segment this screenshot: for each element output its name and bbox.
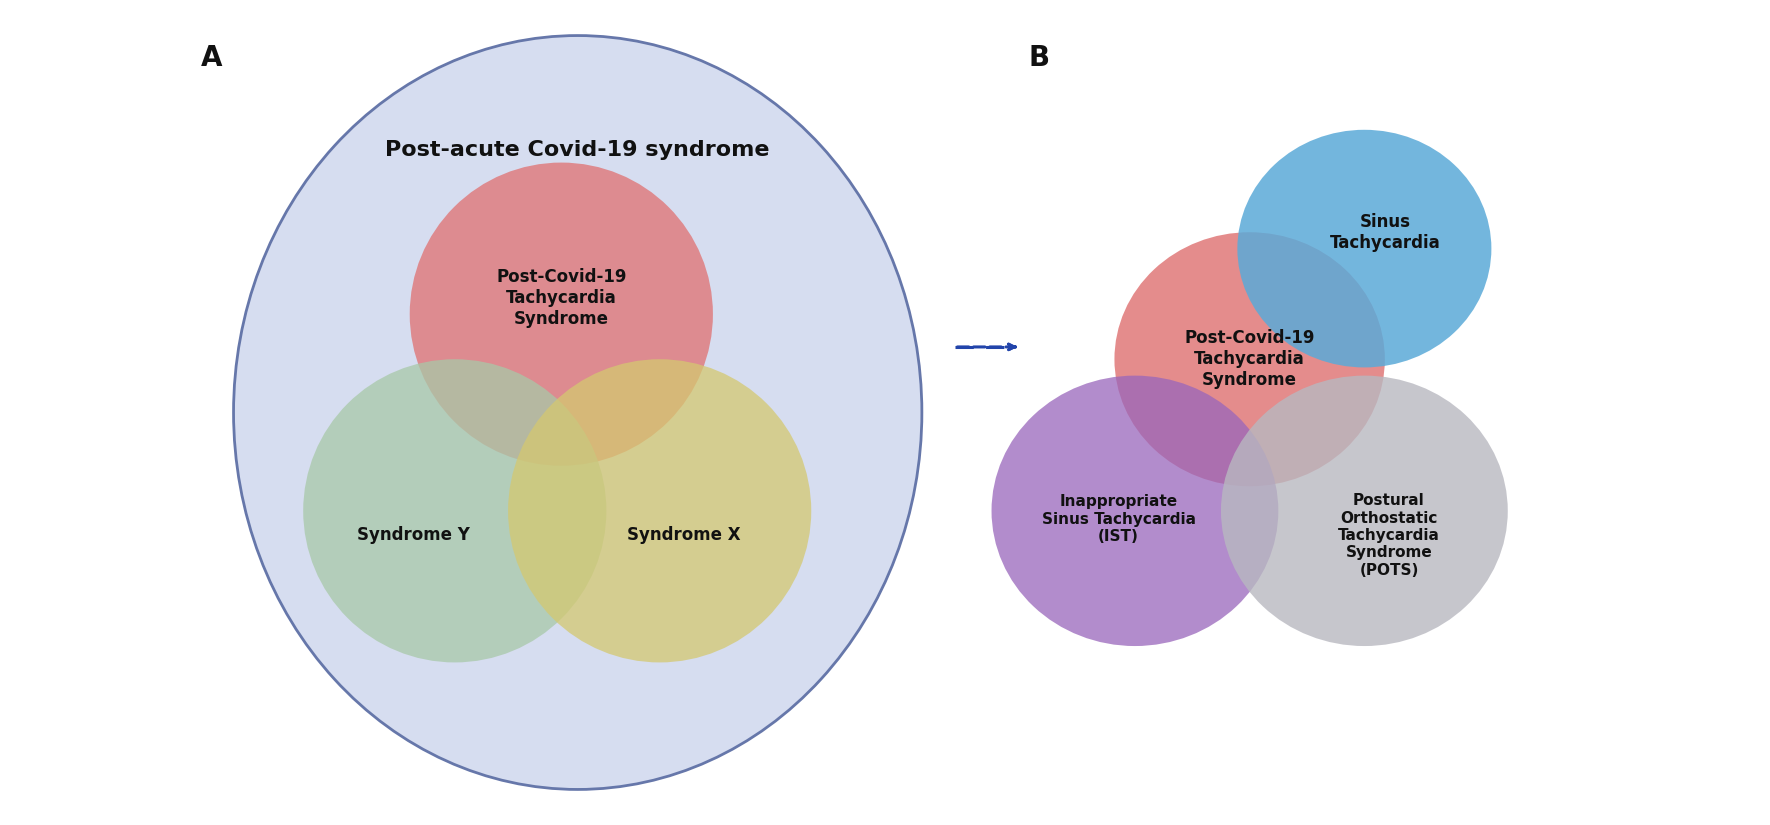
Text: B: B [1028,44,1050,72]
Text: Postural
Orthostatic
Tachycardia
Syndrome
(POTS): Postural Orthostatic Tachycardia Syndrom… [1338,493,1441,578]
Ellipse shape [508,359,811,662]
Text: Syndrome Y: Syndrome Y [358,526,471,544]
Ellipse shape [1221,375,1508,646]
Ellipse shape [234,35,922,790]
Text: Post-acute Covid-19 syndrome: Post-acute Covid-19 syndrome [386,140,770,160]
Ellipse shape [1115,232,1384,486]
Ellipse shape [303,359,607,662]
Text: Post-Covid-19
Tachycardia
Syndrome: Post-Covid-19 Tachycardia Syndrome [496,268,627,328]
Ellipse shape [1237,130,1492,367]
Text: Post-Covid-19
Tachycardia
Syndrome: Post-Covid-19 Tachycardia Syndrome [1184,329,1315,389]
Text: Inappropriate
Sinus Tachycardia
(IST): Inappropriate Sinus Tachycardia (IST) [1041,494,1195,544]
Text: Syndrome X: Syndrome X [627,526,742,544]
Ellipse shape [991,375,1278,646]
Ellipse shape [409,163,713,466]
Text: Sinus
Tachycardia: Sinus Tachycardia [1329,213,1441,252]
Text: A: A [200,44,223,72]
